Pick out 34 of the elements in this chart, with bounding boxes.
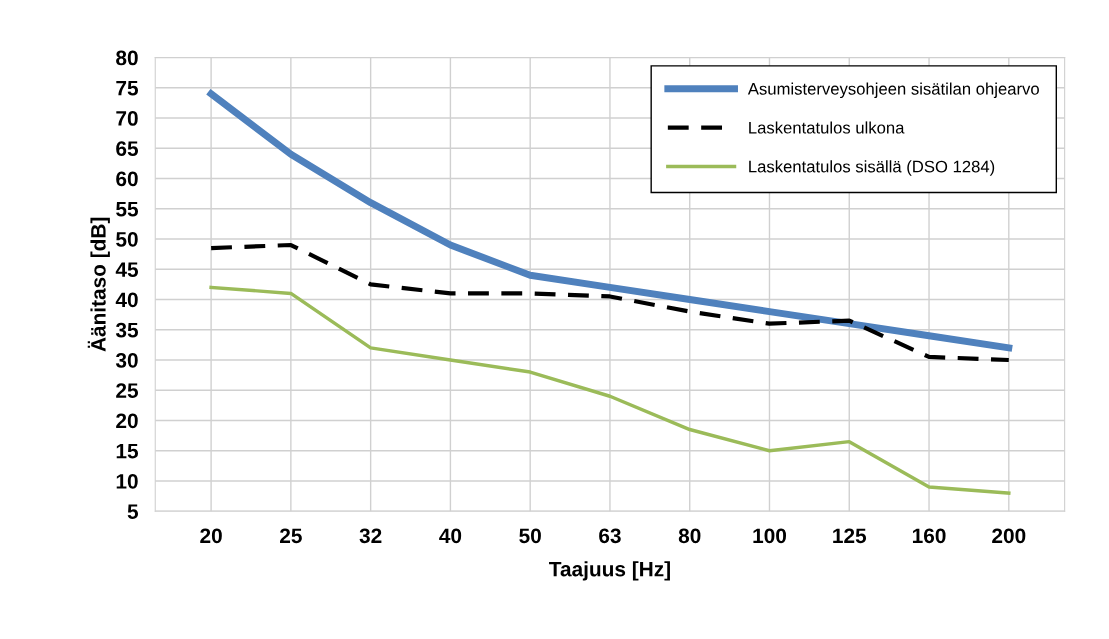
y-tick-label: 50	[116, 231, 138, 247]
y-tick-label: 10	[116, 473, 138, 489]
y-tick-label: 65	[116, 141, 139, 156]
y-tick-label: 5	[127, 504, 139, 519]
legend-label: Asumisterveysohjeen sisätilan ohjearvo	[747, 82, 1039, 99]
y-tick-label: 25	[116, 383, 139, 398]
line-series	[209, 242, 1011, 363]
y-tick-label: 70	[116, 111, 138, 126]
y-tick-label: 60	[116, 171, 138, 187]
y-tick-label: 45	[115, 262, 139, 277]
x-tick-label: 200	[992, 528, 1026, 544]
y-tick-label: 15	[116, 443, 139, 459]
y-tick-label: 80	[116, 50, 138, 66]
y-tick-label: 75	[116, 80, 139, 96]
x-tick-label: 160	[912, 528, 946, 544]
legend-label: Laskentatulos sisällä (DSO 1284)	[749, 160, 995, 176]
x-tick-label: 20	[200, 528, 222, 544]
x-tick-label: 63	[599, 528, 621, 544]
x-tick-label: 32	[359, 528, 382, 544]
y-tick-label: 35	[115, 322, 139, 338]
y-tick-label: 20	[116, 413, 138, 429]
x-tick-label: 100	[753, 528, 787, 544]
y-tick-label: 55	[116, 201, 139, 217]
line-series	[209, 285, 1011, 495]
y-tick-label: 40	[115, 292, 138, 308]
x-axis-title: Taajuus [Hz]	[549, 561, 670, 581]
x-tick-label: 25	[280, 528, 302, 544]
x-tick-label: 40	[439, 528, 462, 544]
x-tick-label: 125	[833, 528, 867, 544]
legend-label: Laskentatulos ulkona	[749, 121, 905, 134]
x-tick-label: 50	[519, 528, 541, 544]
y-tick-label: 30	[115, 352, 138, 368]
y-axis-title: Äänitaso [dB]	[87, 217, 110, 352]
x-tick-label: 80	[678, 528, 701, 544]
